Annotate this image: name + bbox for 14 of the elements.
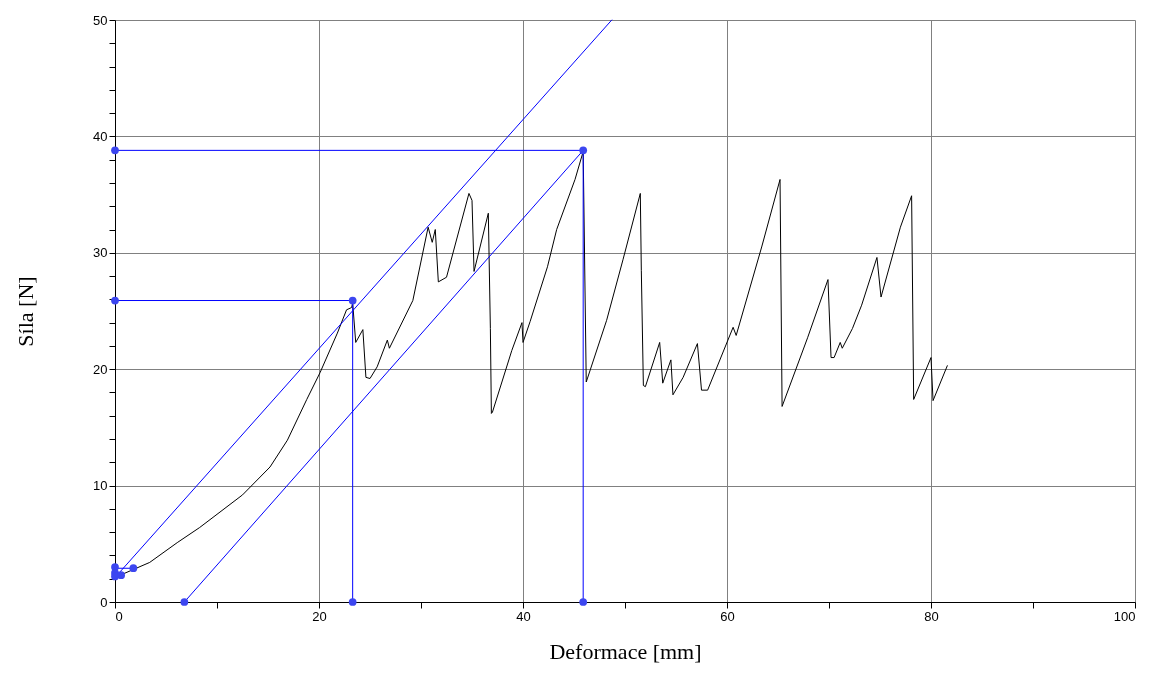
x-tick-label: 60 <box>720 608 735 624</box>
y-tick-label: 20 <box>93 361 108 377</box>
y-axis-title: Síla [N] <box>13 276 39 347</box>
x-axis-title: Deformace [mm] <box>549 638 702 664</box>
x-tick-label: 100 <box>1113 608 1136 624</box>
y-tick-label: 0 <box>100 594 108 610</box>
y-tick-label: 30 <box>93 245 108 261</box>
y-tick-label: 50 <box>93 12 108 28</box>
x-tick-label: 40 <box>516 608 531 624</box>
x-tick-label: 80 <box>924 608 939 624</box>
y-tick-label: 40 <box>93 128 108 144</box>
y-tick-label: 10 <box>93 478 108 494</box>
x-tick-label: 0 <box>115 608 123 624</box>
x-tick-label: 20 <box>312 608 327 624</box>
